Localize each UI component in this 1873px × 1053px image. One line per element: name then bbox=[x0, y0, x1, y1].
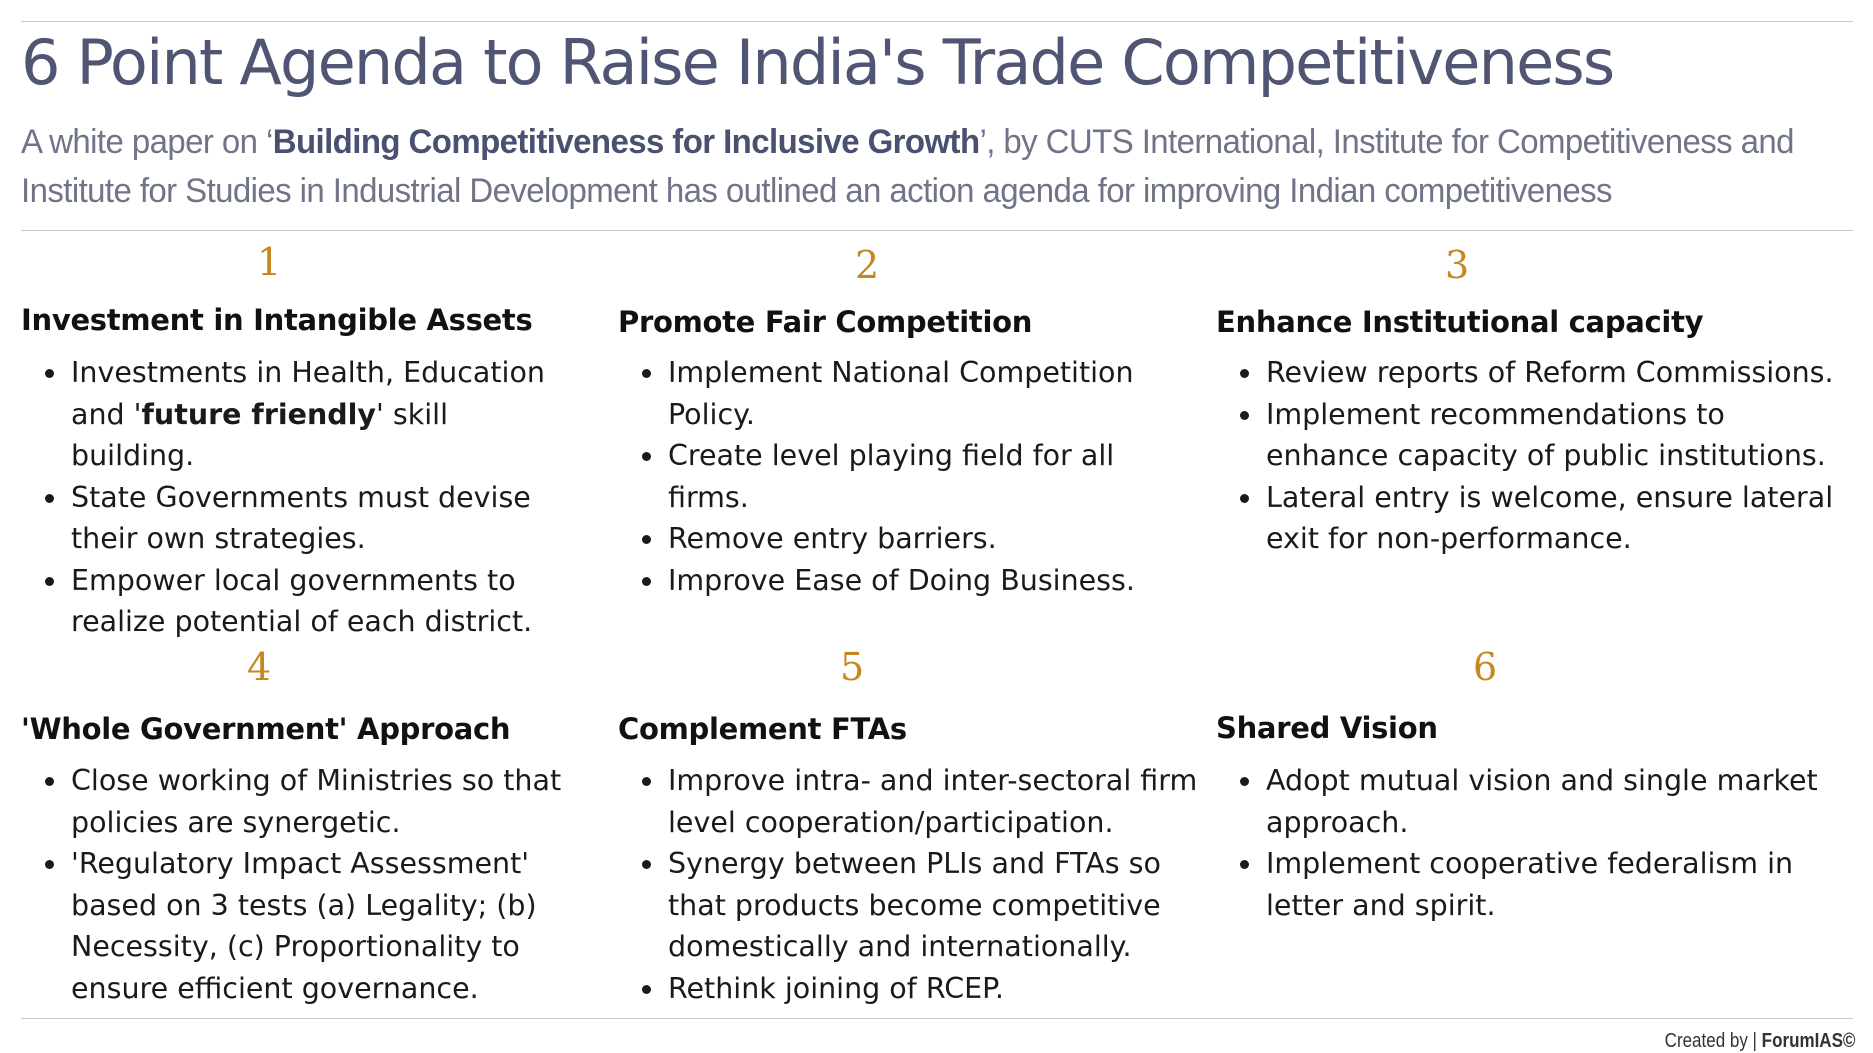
point-heading-2: Promote Fair Competition bbox=[618, 305, 1033, 339]
header-divider bbox=[21, 230, 1853, 231]
list-item: Implement National Competition Policy. bbox=[618, 352, 1193, 435]
point-bullets-1: Investments in Health, Education and 'fu… bbox=[21, 352, 566, 643]
point-bullets-6: Adopt mutual vision and single market ap… bbox=[1216, 760, 1836, 926]
point-number-5: 5 bbox=[840, 645, 865, 689]
list-item: Synergy between PLIs and FTAs so that pr… bbox=[618, 843, 1208, 968]
list-item: Lateral entry is welcome, ensure lateral… bbox=[1216, 477, 1856, 560]
list-item: Remove entry barriers. bbox=[618, 518, 1193, 560]
list-item: 'Regulatory Impact Assessment' based on … bbox=[21, 843, 581, 1009]
point-number-2: 2 bbox=[855, 243, 880, 287]
point-number-1: 1 bbox=[257, 240, 282, 284]
footer-divider bbox=[21, 1018, 1853, 1019]
credit-brand: ForumIAS© bbox=[1761, 1030, 1855, 1052]
top-divider bbox=[21, 21, 1853, 22]
list-item: Improve Ease of Doing Business. bbox=[618, 560, 1193, 602]
subtitle-paper-name: Building Competitiveness for Inclusive G… bbox=[272, 123, 980, 161]
list-item: Empower local governments to realize pot… bbox=[21, 560, 566, 643]
point-bullets-5: Improve intra- and inter-sectoral firm l… bbox=[618, 760, 1208, 1009]
list-item: Implement cooperative federalism in lett… bbox=[1216, 843, 1836, 926]
list-item: Create level playing field for all firms… bbox=[618, 435, 1193, 518]
list-item: Close working of Ministries so that poli… bbox=[21, 760, 581, 843]
point-number-4: 4 bbox=[247, 645, 272, 689]
point-heading-4: 'Whole Government' Approach bbox=[21, 712, 511, 746]
list-item: Improve intra- and inter-sectoral firm l… bbox=[618, 760, 1208, 843]
point-number-6: 6 bbox=[1473, 645, 1498, 689]
list-item: State Governments must devise their own … bbox=[21, 477, 566, 560]
list-item: Review reports of Reform Commissions. bbox=[1216, 352, 1856, 394]
point-heading-1: Investment in Intangible Assets bbox=[21, 303, 533, 337]
point-bullets-4: Close working of Ministries so that poli… bbox=[21, 760, 581, 1009]
future-friendly-emphasis: future friendly bbox=[141, 397, 377, 431]
subtitle-prefix: A white paper on ‘ bbox=[21, 123, 273, 161]
point-heading-6: Shared Vision bbox=[1216, 711, 1438, 745]
list-item: Rethink joining of RCEP. bbox=[618, 968, 1208, 1010]
subtitle: A white paper on ‘Building Competitivene… bbox=[21, 118, 1806, 216]
subtitle-suffix: ’, by CUTS International, Institute for … bbox=[21, 123, 1794, 210]
list-item: Investments in Health, Education and 'fu… bbox=[21, 352, 566, 477]
point-bullets-3: Review reports of Reform Commissions. Im… bbox=[1216, 352, 1856, 560]
point-bullets-2: Implement National Competition Policy. C… bbox=[618, 352, 1193, 601]
credit-line: Created by | ForumIAS© bbox=[1664, 1030, 1855, 1053]
credit-prefix: Created by | bbox=[1664, 1030, 1762, 1052]
point-heading-5: Complement FTAs bbox=[618, 712, 907, 746]
point-number-3: 3 bbox=[1445, 243, 1470, 287]
point-heading-3: Enhance Institutional capacity bbox=[1216, 305, 1704, 339]
list-item: Adopt mutual vision and single market ap… bbox=[1216, 760, 1836, 843]
page-title: 6 Point Agenda to Raise India's Trade Co… bbox=[21, 26, 1615, 99]
list-item: Implement recommendations to enhance cap… bbox=[1216, 394, 1856, 477]
